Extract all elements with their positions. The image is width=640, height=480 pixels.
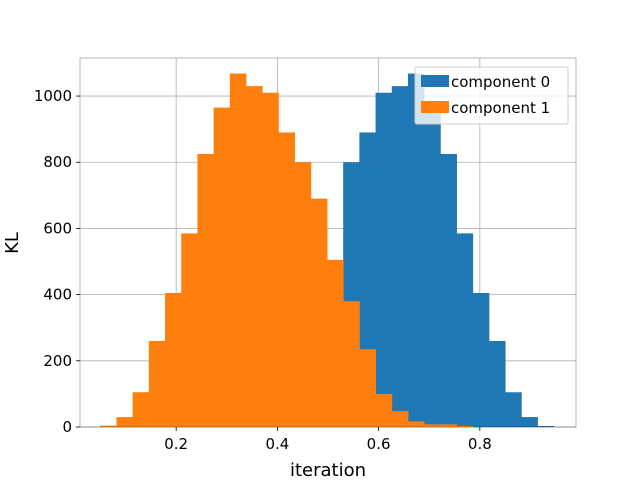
y-tick-label: 600 <box>43 219 72 237</box>
series-1-bars <box>100 73 474 428</box>
histogram-bar <box>440 424 457 427</box>
axes-frame <box>79 57 577 428</box>
legend-label: component 0 <box>451 73 550 91</box>
histogram-bar <box>440 153 457 428</box>
histogram-bar <box>456 233 474 427</box>
histogram-bar <box>407 421 425 427</box>
legend-swatch <box>421 101 449 113</box>
histogram-bar <box>148 340 166 427</box>
y-tick-label: 400 <box>43 286 72 304</box>
legend-label: component 1 <box>451 99 550 117</box>
x-tick-label: 0.4 <box>265 435 289 453</box>
histogram-bar <box>326 259 344 427</box>
histogram-bar <box>424 109 441 428</box>
histogram-bar <box>424 424 441 427</box>
histogram-bar <box>116 417 134 427</box>
histogram-bar <box>505 392 522 427</box>
histogram-bar <box>343 301 360 427</box>
histogram-bar <box>100 425 117 427</box>
histogram-bar <box>537 426 555 427</box>
y-axis-label: KL <box>2 232 23 254</box>
x-tick-label: 0.8 <box>468 435 492 453</box>
histogram-bar <box>132 392 150 427</box>
histogram-bar <box>165 292 182 427</box>
y-tick-label: 0 <box>62 418 72 436</box>
histogram-bar <box>197 153 215 428</box>
histogram-bar <box>359 349 376 427</box>
x-axis-ticks: 0.2 0.4 0.6 0.8 <box>164 427 492 453</box>
y-tick-label: 1000 <box>34 87 72 105</box>
histogram-bar <box>229 73 247 427</box>
legend-swatch <box>421 75 449 87</box>
legend: component 0 component 1 <box>414 66 569 125</box>
histogram-bar <box>391 411 409 427</box>
y-tick-label: 200 <box>43 352 72 370</box>
histogram-bar <box>472 292 490 427</box>
histogram-bar <box>456 426 474 427</box>
histogram-bar <box>246 86 263 428</box>
histogram-bars <box>100 73 555 428</box>
histogram-bar <box>407 73 425 427</box>
histogram-bar <box>375 92 393 428</box>
histogram-bar <box>294 162 312 427</box>
legend-box <box>414 66 569 125</box>
x-axis-label: iteration <box>290 460 366 480</box>
histogram-bar <box>181 233 198 427</box>
histogram-bar <box>391 86 409 428</box>
histogram-bar <box>262 92 279 428</box>
y-axis-ticks: 0 200 400 600 800 1000 <box>34 87 80 436</box>
histogram-bar <box>521 417 538 427</box>
x-tick-label: 0.2 <box>164 435 188 453</box>
histogram-bar <box>278 132 295 427</box>
histogram-bar <box>310 198 328 427</box>
y-tick-label: 800 <box>43 153 72 171</box>
histogram-bar <box>375 393 393 427</box>
histogram-bar <box>488 340 506 427</box>
histogram-bar <box>213 107 231 427</box>
x-tick-label: 0.6 <box>367 435 391 453</box>
